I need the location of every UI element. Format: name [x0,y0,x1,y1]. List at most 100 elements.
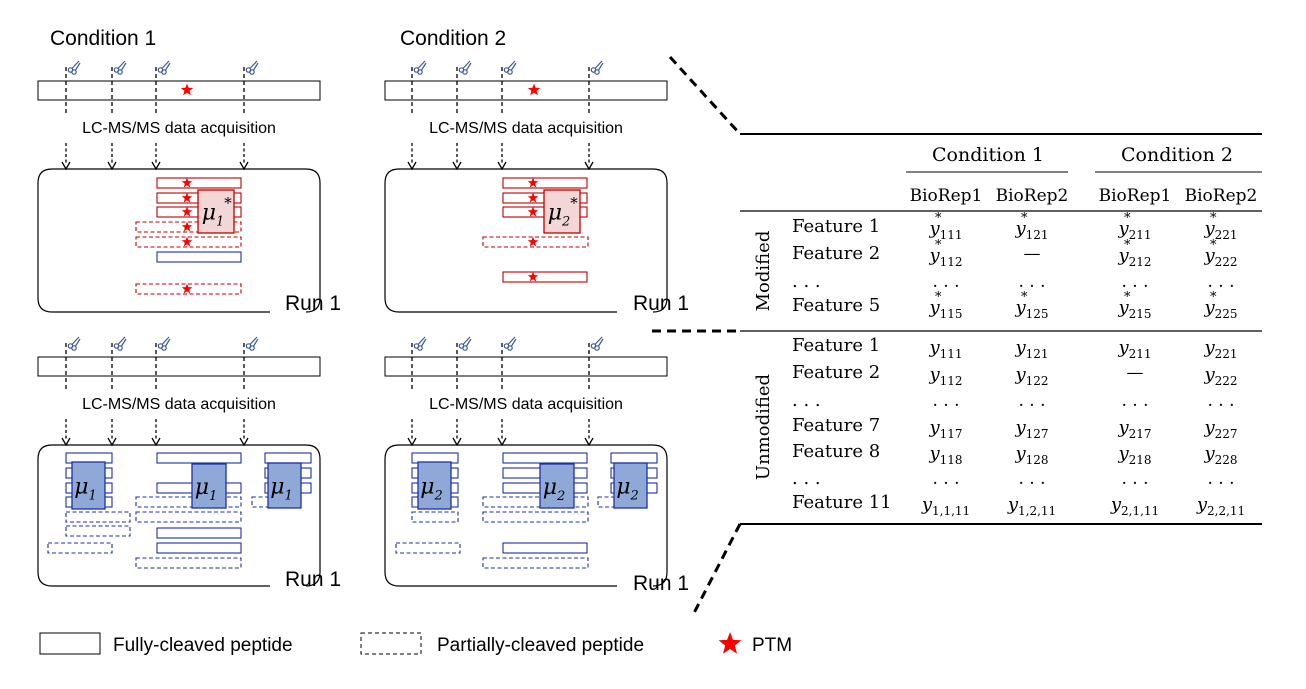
star-icon [527,206,539,217]
partially-cleaved-peptide [65,525,131,537]
scissors-icon [113,60,127,75]
mu-star: * [224,194,232,212]
feature-label: Feature 11 [792,492,892,513]
modified-star: * [1124,211,1131,226]
down-arrow-icon [584,419,594,447]
cell-value: . . . [932,272,959,292]
run-label: Run 1 [285,568,341,591]
partially-cleaved-peptide [411,511,459,523]
star-icon [181,236,193,247]
modified-star: * [1021,290,1028,305]
star-icon [527,192,539,203]
acquisition-label: LC-MS/MS data acquisition [429,120,623,137]
scissors-icon [590,60,604,75]
cell-value: . . . [1018,272,1045,292]
star-icon [181,283,193,294]
partially-cleaved-peptide [135,511,242,523]
partially-cleaved-peptide [482,236,589,248]
star-icon [527,83,541,96]
down-arrow-icon [151,143,161,171]
run-box [384,444,668,587]
down-arrow-icon [407,143,417,171]
abundance-box: μ2* [543,189,581,234]
fully-cleaved-peptide [264,452,312,464]
cell-value: y218 [1117,443,1151,467]
down-arrow-icon [452,419,462,447]
cell-value: . . . [1121,469,1148,489]
cell-value: y111 [928,218,962,242]
acquisition-label: LC-MS/MS data acquisition [82,120,276,137]
cell-value: y118 [928,443,962,467]
down-arrow-icon [407,419,417,447]
cell-value: . . . [1018,469,1045,489]
run-box [37,168,321,313]
down-arrow-icon [107,419,117,447]
modified-star: * [935,211,942,226]
feature-label: Feature 1 [792,216,880,237]
acquisition-label: LC-MS/MS data acquisition [82,396,276,413]
abundance-box: μ1 [267,462,302,509]
feature-label: . . . [792,271,821,292]
down-arrow-icon [239,143,249,171]
cell-value: y222 [1203,245,1237,269]
zoom-connector [668,55,742,136]
cell-value: y2,2,11 [1196,494,1245,518]
down-arrow-icon [107,143,117,171]
cell-value: y221 [1203,218,1237,242]
run-label: Run 1 [633,572,689,595]
fully-cleaved-peptide [156,542,242,554]
condition-title: Condition 1 [50,27,156,50]
abundance-box: μ2 [539,463,575,509]
fully-cleaved-peptide [156,527,242,539]
cell-value: . . . [1121,391,1148,411]
down-arrow-icon [151,419,161,447]
partially-cleaved-peptide [135,221,242,233]
cell-value: y211 [1117,337,1151,361]
mu-symbol: μ1 [195,475,218,504]
partially-cleaved-peptide [65,511,131,523]
modified-star: * [1124,290,1131,305]
star-icon [181,192,193,203]
cell-value: y115 [928,297,962,321]
panel-condition1-unmodified: LC-MS/MS data acquisition Run 1 μ1 μ1 μ1 [37,336,341,591]
partially-cleaved-peptide [482,496,589,508]
partially-cleaved-peptide [135,557,242,569]
cell-value: y225 [1203,297,1237,321]
cell-value: y1,1,11 [921,494,970,518]
modified-star: * [1210,211,1217,226]
panel-condition1-modified: Condition 1 LC-MS/MS data acquisition Run … [37,27,341,315]
cell-value: . . . [1207,469,1234,489]
cell-value: — [1024,244,1041,264]
scissors-icon [458,336,472,351]
fully-cleaved-peptide [502,542,588,554]
legend-full-label: Fully-cleaved peptide [113,635,293,656]
feature-label: Feature 2 [792,243,880,264]
down-arrow-icon [497,143,507,171]
fully-cleaved-peptide [156,177,242,189]
partially-cleaved-peptide [482,511,589,523]
star-icon [718,632,742,654]
cell-value: . . . [932,469,959,489]
scissors-icon [413,336,427,351]
modified-star: * [1210,290,1217,305]
protein-sequence [37,60,321,114]
panel-condition2-modified: Condition 2 LC-MS/MS data acquisition Run … [384,27,689,315]
feature-label: Feature 1 [792,335,880,356]
modified-star: * [935,290,942,305]
cell-value: y211 [1117,218,1151,242]
mu-symbol: μ1 [270,475,293,504]
modified-star: * [1021,211,1028,226]
scissors-icon [113,336,127,351]
down-arrow-icon [61,143,71,171]
cell-value: y128 [1014,443,1048,467]
star-icon [527,177,539,188]
condition-header: Condition 2 [1121,144,1233,166]
legend-full-swatch [39,632,101,655]
cell-value: . . . [932,391,959,411]
run-box [384,168,668,313]
cell-value: y215 [1117,297,1151,321]
cell-value: y222 [1203,364,1237,388]
zoom-connector [692,523,742,614]
fully-cleaved-peptide [502,177,588,189]
